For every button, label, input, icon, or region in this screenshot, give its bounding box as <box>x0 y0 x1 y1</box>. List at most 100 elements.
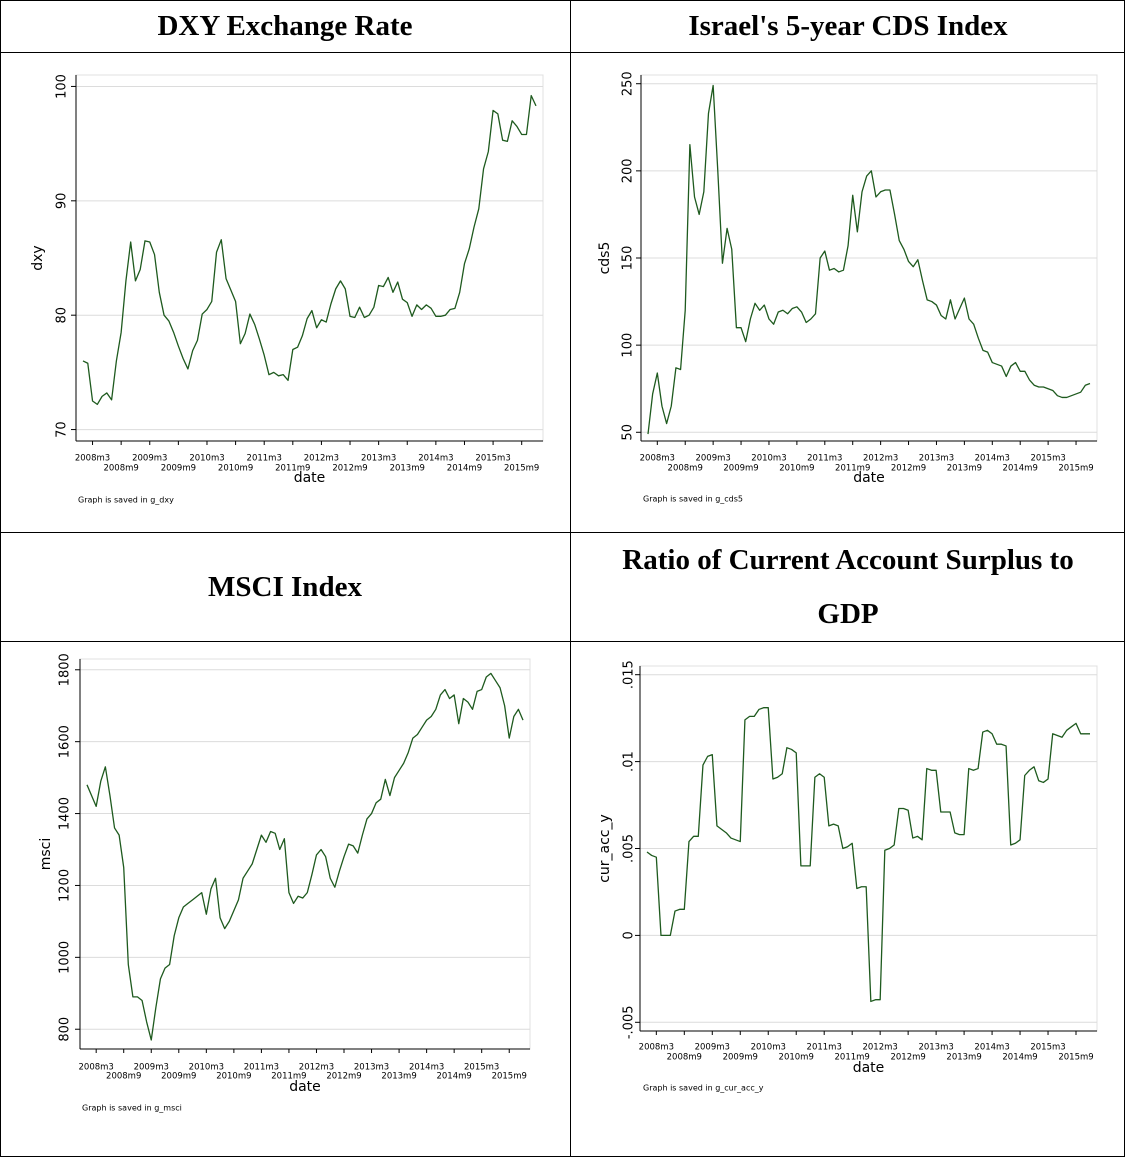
y-tick-label: 80 <box>55 307 70 324</box>
x-tick-label: 2009m9 <box>723 464 758 474</box>
x-tick-label: 2013m3 <box>919 454 954 464</box>
x-tick-label: 2014m9 <box>447 464 482 474</box>
x-tick-label: 2014m9 <box>436 1072 471 1082</box>
x-tick-label: 2008m3 <box>79 1063 114 1073</box>
chart: 501001502002502008m32008m92009m32009m920… <box>597 71 1098 504</box>
y-tick-label: 200 <box>621 158 636 183</box>
x-tick-label: 2008m3 <box>639 1043 674 1053</box>
x-tick-label: 2008m3 <box>75 454 110 464</box>
x-tick-label: 2009m9 <box>161 464 196 474</box>
x-tick-label: 2013m9 <box>390 464 425 474</box>
x-axis-title: date <box>289 1079 321 1095</box>
y-tick-label: 1000 <box>58 941 73 974</box>
y-tick-label: 1600 <box>58 725 73 758</box>
x-tick-label: 2008m9 <box>106 1072 141 1082</box>
x-tick-label: 2014m3 <box>409 1063 444 1073</box>
x-tick-label: 2011m3 <box>244 1063 279 1073</box>
x-axis-title: date <box>294 470 326 486</box>
x-tick-label: 2013m9 <box>381 1072 416 1082</box>
x-tick-label: 2008m9 <box>668 464 703 474</box>
y-tick-label: 0 <box>622 931 637 939</box>
x-tick-label: 2010m3 <box>189 1063 224 1073</box>
x-tick-label: 2010m3 <box>189 454 224 464</box>
x-tick-label: 2009m9 <box>161 1072 196 1082</box>
border <box>0 641 1125 642</box>
x-tick-label: 2013m3 <box>354 1063 389 1073</box>
y-axis-title: msci <box>38 838 54 871</box>
data-line <box>82 94 537 406</box>
x-tick-label: 2009m3 <box>695 454 730 464</box>
x-tick-label: 2008m9 <box>103 464 138 474</box>
y-axis-title: dxy <box>30 245 46 270</box>
x-tick-label: 2012m9 <box>891 464 926 474</box>
y-tick-label: -.005 <box>622 1005 637 1039</box>
panel-title: Ratio of Current Account Surplus to GDP <box>622 544 1074 630</box>
x-tick-label: 2013m9 <box>946 1053 981 1063</box>
panel-title: DXY Exchange Rate <box>157 10 413 42</box>
x-tick-label: 2015m3 <box>1030 1043 1065 1053</box>
y-tick-label: 1800 <box>58 653 73 686</box>
note: Graph is saved in g_dxy <box>78 496 174 505</box>
y-tick-label: 250 <box>621 71 636 96</box>
y-tick-label: .015 <box>622 660 637 689</box>
x-tick-label: 2011m9 <box>275 464 310 474</box>
border <box>0 532 1125 533</box>
x-tick-label: 2010m3 <box>751 1043 786 1053</box>
y-tick-label: 70 <box>55 421 70 438</box>
x-tick-label: 2008m9 <box>667 1053 702 1063</box>
x-tick-label: 2013m3 <box>361 454 396 464</box>
x-tick-label: 2015m9 <box>1058 464 1093 474</box>
x-tick-label: 2015m3 <box>1030 454 1065 464</box>
panel-title: MSCI Index <box>208 571 362 603</box>
x-tick-label: 2010m9 <box>218 464 253 474</box>
x-axis-title: date <box>853 1060 885 1076</box>
x-tick-label: 2014m3 <box>974 1043 1009 1053</box>
y-tick-label: 100 <box>621 333 636 358</box>
x-tick-label: 2012m9 <box>332 464 367 474</box>
y-tick-label: .005 <box>622 834 637 863</box>
y-tick-label: .01 <box>622 751 637 772</box>
x-tick-label: 2012m9 <box>326 1072 361 1082</box>
note: Graph is saved in g_cur_acc_y <box>643 1084 764 1093</box>
y-tick-label: 150 <box>621 246 636 271</box>
x-tick-label: 2013m3 <box>918 1043 953 1053</box>
x-tick-label: 2012m3 <box>862 1043 897 1053</box>
x-axis-title: date <box>853 470 885 486</box>
x-tick-label: 2012m3 <box>299 1063 334 1073</box>
x-tick-label: 2009m3 <box>132 454 167 464</box>
chart: 800100012001400160018002008m32008m92009m… <box>38 653 531 1113</box>
x-tick-label: 2011m9 <box>835 1053 870 1063</box>
x-tick-label: 2010m9 <box>216 1072 251 1082</box>
x-tick-label: 2012m9 <box>890 1053 925 1063</box>
y-tick-label: 50 <box>621 424 636 441</box>
x-tick-label: 2015m9 <box>492 1072 527 1082</box>
x-tick-label: 2012m3 <box>304 454 339 464</box>
x-tick-label: 2014m3 <box>418 454 453 464</box>
panel-title: Israel's 5-year CDS Index <box>688 10 1008 42</box>
data-line <box>86 672 524 1041</box>
x-tick-label: 2010m9 <box>779 1053 814 1063</box>
x-tick-label: 2015m9 <box>1058 1053 1093 1063</box>
x-tick-label: 2014m9 <box>1003 464 1038 474</box>
x-tick-label: 2008m3 <box>640 454 675 464</box>
x-tick-label: 2015m9 <box>504 464 539 474</box>
x-tick-label: 2011m3 <box>247 454 282 464</box>
x-tick-label: 2009m3 <box>134 1063 169 1073</box>
x-tick-label: 2009m3 <box>695 1043 730 1053</box>
data-line <box>646 707 1090 1003</box>
y-axis-title: cds5 <box>597 242 613 275</box>
y-tick-label: 100 <box>55 74 70 99</box>
x-tick-label: 2011m3 <box>807 454 842 464</box>
y-tick-label: 800 <box>58 1017 73 1042</box>
border <box>0 0 1125 1</box>
y-tick-label: 1400 <box>58 797 73 830</box>
border <box>0 0 1 1157</box>
x-tick-label: 2010m3 <box>751 454 786 464</box>
y-tick-label: 90 <box>55 193 70 210</box>
plot-area <box>79 658 531 1050</box>
x-tick-label: 2009m9 <box>723 1053 758 1063</box>
x-tick-label: 2014m3 <box>975 454 1010 464</box>
x-tick-label: 2011m3 <box>807 1043 842 1053</box>
x-tick-label: 2011m9 <box>271 1072 306 1082</box>
